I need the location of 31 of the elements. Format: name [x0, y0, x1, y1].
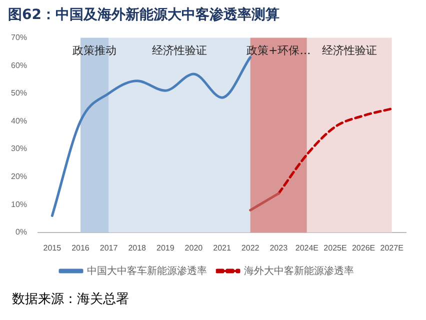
x-tick-label: 2018 — [128, 243, 147, 252]
line-series — [277, 107, 394, 195]
y-tick-label: 10% — [10, 200, 28, 209]
y-tick-label: 70% — [10, 33, 28, 42]
x-tick-label: 2025E — [324, 243, 347, 252]
x-tick-label: 2020 — [184, 243, 204, 252]
y-tick-label: 60% — [10, 60, 28, 70]
y-tick-label: 50% — [10, 88, 28, 98]
x-tick-label: 2027E — [380, 243, 404, 252]
chart-title: 图62：中国及海外新能源大中客渗透率测算 — [8, 6, 280, 24]
x-tick-label: 2022 — [241, 243, 260, 252]
y-tick-label: 0% — [15, 228, 28, 237]
band-label: 经济性验证 — [152, 44, 208, 58]
line-series — [50, 56, 252, 217]
x-tick-label: 2016 — [72, 243, 90, 252]
y-tick-label: 40% — [10, 116, 28, 126]
x-tick-label: 2019 — [156, 243, 175, 252]
legend-label: 海外大中客新能源渗透率 — [244, 264, 354, 277]
x-tick-label: 2015 — [43, 243, 62, 252]
y-tick-label: 30% — [10, 144, 28, 154]
x-tick-label: 2026E — [352, 243, 376, 252]
band-label: 经济性验证 — [322, 44, 377, 58]
x-tick-label: 2024E — [295, 243, 318, 252]
band-label: 政策推动 — [72, 44, 117, 58]
legend-label: 中国大中客车新能源渗透率 — [87, 264, 207, 277]
x-tick-label: 2021 — [213, 243, 232, 252]
band-label: 政策+环保… — [246, 44, 311, 58]
x-tick-label: 2023 — [270, 243, 288, 252]
source-note: 数据来源：海关总署 — [12, 291, 129, 308]
x-tick-label: 2017 — [100, 243, 118, 252]
y-tick-label: 20% — [10, 172, 28, 182]
